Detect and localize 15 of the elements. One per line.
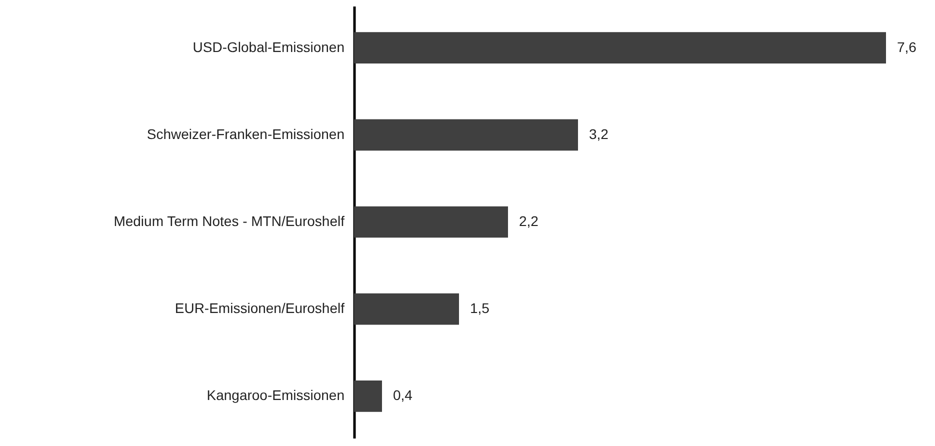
data-label: 1,5	[470, 300, 490, 316]
y-tick-label: Medium Term Notes - MTN/Euroshelf	[114, 213, 345, 229]
y-tick-label: USD-Global-Emissionen	[192, 38, 344, 55]
bar	[354, 293, 459, 325]
y-tick-label: Schweizer-Franken-Emissionen	[146, 126, 344, 142]
y-tick-label: Kangaroo-Emissionen	[206, 387, 344, 404]
bar	[354, 380, 382, 412]
data-label: 3,2	[589, 126, 609, 142]
bar	[354, 32, 886, 64]
data-label: 7,6	[897, 38, 917, 55]
bar	[354, 206, 508, 238]
bar	[354, 119, 578, 151]
data-label: 2,2	[519, 213, 539, 229]
y-tick-label: EUR-Emissionen/Euroshelf	[174, 300, 345, 316]
data-label: 0,4	[393, 387, 413, 404]
